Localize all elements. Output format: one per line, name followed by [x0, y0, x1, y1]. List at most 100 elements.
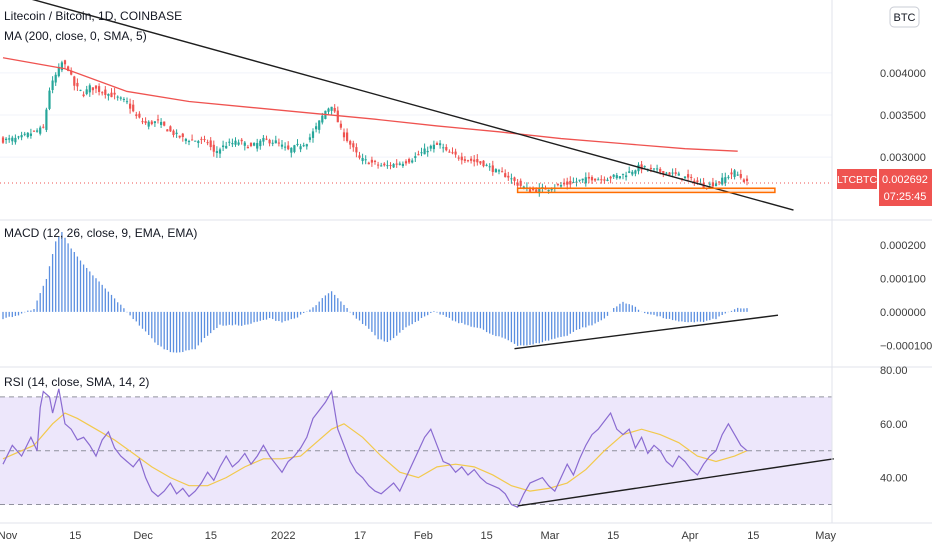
- symbol-title[interactable]: Litecoin / Bitcoin, 1D, COINBASE: [4, 9, 182, 23]
- candle-body: [299, 146, 302, 150]
- candle-body: [563, 182, 566, 185]
- candle-body: [426, 150, 429, 153]
- candle-body: [584, 177, 587, 184]
- candle-body: [435, 143, 439, 145]
- candle-body: [262, 137, 265, 142]
- candle-body: [476, 159, 479, 163]
- candle-body: [184, 138, 187, 142]
- candle-body: [85, 89, 88, 95]
- candle-body: [287, 145, 290, 150]
- candle-body: [640, 164, 643, 170]
- candle-body: [197, 141, 200, 144]
- symbol-tag-bg: [837, 169, 877, 189]
- candle-body: [11, 137, 14, 142]
- candle-body: [119, 97, 122, 99]
- candle-body: [311, 131, 315, 138]
- price-axis[interactable]: 0.003000 0.003500 0.004000 0.000200 0.000100…: [831, 0, 932, 523]
- candle-body: [160, 121, 163, 125]
- candle-body: [32, 130, 36, 132]
- candle-body: [454, 151, 457, 155]
- candle-body: [482, 160, 485, 167]
- candle-body: [315, 126, 318, 130]
- currency-badge[interactable]: BTC: [889, 6, 920, 28]
- candle-body: [290, 147, 293, 153]
- candle-body: [671, 172, 674, 174]
- candle-body: [147, 121, 150, 127]
- candle-body: [460, 156, 463, 161]
- candle-body: [367, 162, 370, 165]
- candle-body: [237, 142, 240, 145]
- candle-body: [736, 174, 739, 176]
- candle-body: [643, 166, 646, 168]
- price-panel[interactable]: [0, 0, 832, 211]
- candle-body: [628, 171, 631, 173]
- candle-body: [497, 170, 501, 172]
- rsi-legend[interactable]: RSI (14, close, SMA, 14, 2): [4, 375, 149, 389]
- candle-body: [491, 165, 494, 172]
- candle-body: [327, 108, 330, 112]
- candle-body: [45, 109, 48, 130]
- time-axis[interactable]: Nov 15 Dec 15 2022 17 Feb 15 Mar 15 Apr 15 May: [0, 530, 837, 542]
- candle-body: [631, 171, 634, 175]
- macd-tick-label: −0.000100: [880, 340, 932, 352]
- candle-body: [23, 133, 26, 135]
- candle-body: [380, 165, 383, 167]
- candle-body: [572, 181, 575, 183]
- price-trendline[interactable]: [3, 0, 794, 211]
- candle-body: [70, 70, 73, 75]
- candle-body: [674, 172, 677, 174]
- candle-body: [39, 127, 42, 134]
- candle-body: [609, 176, 612, 179]
- ma-legend[interactable]: MA (200, close, 0, SMA, 5): [4, 29, 147, 43]
- candle-body: [60, 62, 63, 71]
- candle-body: [479, 161, 482, 164]
- candle-body: [222, 145, 225, 148]
- candle-body: [501, 171, 504, 173]
- candle-body: [8, 138, 11, 140]
- candle-body: [408, 159, 411, 163]
- candle-body: [739, 174, 742, 178]
- rsi-trendline[interactable]: [517, 458, 834, 507]
- candle-body: [218, 149, 222, 154]
- candle-body: [358, 155, 361, 158]
- candle-body: [116, 96, 119, 98]
- support-zone-box[interactable]: [516, 187, 776, 194]
- candle-body: [606, 179, 609, 181]
- candle-body: [597, 179, 600, 181]
- rsi-line[interactable]: [2, 388, 748, 509]
- rsi-panel[interactable]: [0, 388, 834, 509]
- candle-body: [14, 137, 17, 143]
- rsi-signal-line[interactable]: [2, 412, 748, 492]
- candle-body: [203, 139, 206, 141]
- candle-body: [166, 129, 169, 132]
- candle-body: [594, 178, 597, 181]
- ma-200-line[interactable]: [2, 57, 738, 152]
- candle-body: [349, 141, 352, 145]
- rsi-tick-label: 60.00: [880, 419, 908, 431]
- candle-body: [339, 123, 342, 128]
- macd-trendline[interactable]: [514, 314, 779, 350]
- macd-panel[interactable]: [2, 231, 779, 353]
- candle-body: [494, 169, 497, 173]
- candle-body: [129, 103, 132, 109]
- time-tick-label: Mar: [540, 530, 559, 542]
- candle-body: [144, 121, 147, 124]
- candle-body: [470, 158, 473, 161]
- candle-body: [187, 141, 191, 143]
- candle-body: [29, 133, 32, 136]
- candle-body: [215, 151, 218, 153]
- time-tick-label: 15: [481, 530, 493, 542]
- macd-legend[interactable]: MACD (12, 26, close, 9, EMA, EMA): [4, 226, 197, 240]
- time-tick-label: Apr: [681, 530, 698, 542]
- candle-body: [125, 101, 129, 103]
- candle-body: [442, 147, 445, 149]
- candle-body: [587, 176, 590, 179]
- time-tick-label: 17: [354, 530, 366, 542]
- candle-body: [634, 170, 637, 174]
- candle-body: [57, 66, 60, 77]
- candle-body: [240, 139, 243, 142]
- candle-body: [556, 184, 559, 186]
- candle-body: [724, 177, 727, 183]
- symbol-tag: LTCBTC: [837, 174, 877, 186]
